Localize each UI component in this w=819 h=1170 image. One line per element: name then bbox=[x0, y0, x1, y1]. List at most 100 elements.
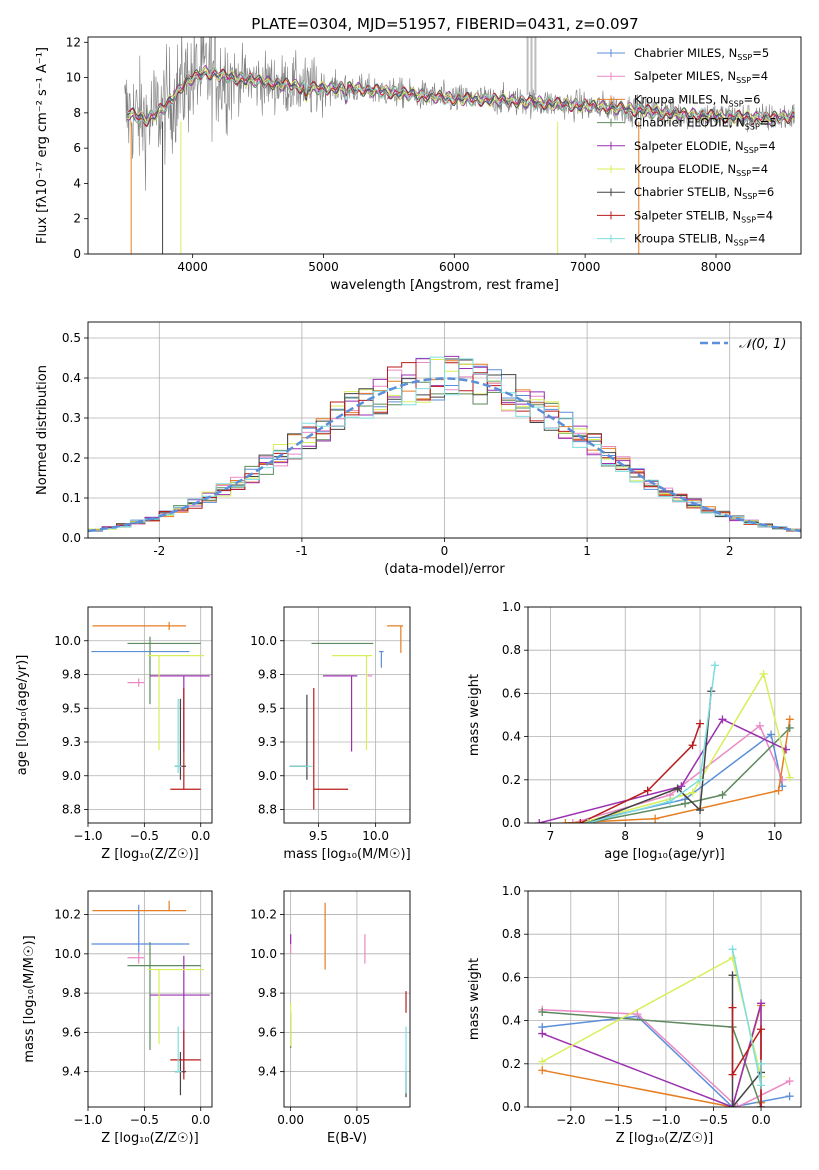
data-point bbox=[757, 1103, 766, 1107]
data-point bbox=[718, 790, 727, 799]
y-tick-label: 9.0 bbox=[62, 769, 81, 783]
data-point bbox=[757, 999, 766, 1008]
model-fit-kroupa-stelib bbox=[126, 67, 795, 125]
x-tick-label: −0.5 bbox=[699, 1113, 728, 1127]
x-axis-label: age [log₁₀(age/yr)] bbox=[604, 847, 725, 862]
x-axis-label: mass [log₁₀(M/M☉)] bbox=[283, 847, 410, 862]
data-point bbox=[785, 1077, 794, 1086]
y-tick-label: 0.2 bbox=[502, 773, 521, 787]
y-tick-label: 0.5 bbox=[62, 331, 81, 345]
x-axis-label: Z [log₁₀(Z/Z☉)] bbox=[101, 1131, 198, 1146]
mass-vs-metallicity-panel: −1.0 −0.5 0.0 9.4 9.6 9.8 10.0 10.2 Z [log₁₀(Z/Z… bbox=[22, 890, 213, 1146]
y-axis-label: age [log₁₀(age/yr)] bbox=[15, 655, 30, 776]
x-tick-label: 10 bbox=[767, 829, 782, 843]
massweight-vs-age-panel: 7 8 9 10 0.0 0.2 0.4 0.6 0.8 1.0 age [log₁₀(age/yr… bbox=[467, 600, 802, 862]
data-point bbox=[718, 715, 727, 724]
series-salpeter-miles bbox=[572, 724, 783, 823]
legend-label: Kroupa ELODIE, NSSP=4 bbox=[634, 162, 768, 178]
mass-vs-ebv-panel: 0.00 0.05 9.4 9.6 9.8 10.0 10.2 E(B-V) bbox=[250, 890, 411, 1146]
x-tick-label: 7 bbox=[547, 829, 555, 843]
axes-frame bbox=[87, 36, 802, 255]
axes-frame bbox=[87, 606, 213, 824]
y-tick-label: 9.5 bbox=[258, 701, 277, 715]
y-axis-label: Normed distribution bbox=[35, 365, 50, 495]
data-point bbox=[696, 775, 705, 784]
y-tick-label: 0.1 bbox=[62, 491, 81, 505]
data-point bbox=[538, 1007, 547, 1016]
x-tick-label: 0.05 bbox=[344, 1113, 371, 1127]
x-axis-label: (data-model)/error bbox=[384, 562, 505, 577]
data-point bbox=[759, 669, 768, 678]
data-point bbox=[568, 819, 577, 823]
data-point bbox=[688, 788, 697, 797]
data-point bbox=[785, 723, 794, 732]
data-point bbox=[633, 1010, 642, 1019]
data-point bbox=[673, 784, 682, 793]
data-point bbox=[561, 819, 570, 823]
legend-label: Chabrier STELIB, NSSP=6 bbox=[634, 185, 774, 201]
y-tick-label: 12 bbox=[66, 35, 81, 49]
x-tick-label: 0.0 bbox=[752, 1113, 771, 1127]
data-point bbox=[688, 741, 697, 750]
data-point bbox=[757, 1025, 766, 1034]
data-point bbox=[583, 819, 592, 823]
x-tick-label: 1 bbox=[583, 544, 591, 558]
series-chabrier-elodie bbox=[542, 1011, 762, 1107]
x-tick-label: 9 bbox=[696, 829, 704, 843]
data-point bbox=[576, 819, 585, 823]
plot-area bbox=[91, 621, 210, 790]
data-point bbox=[538, 1057, 547, 1066]
y-tick-label: 10.2 bbox=[54, 908, 81, 922]
y-tick-label: 0.0 bbox=[502, 816, 521, 830]
y-tick-label: 9.8 bbox=[62, 668, 81, 682]
x-tick-label: 0 bbox=[441, 544, 449, 558]
x-tick-label: 8 bbox=[621, 829, 629, 843]
y-tick-label: 4 bbox=[73, 176, 81, 190]
legend-label: 𝒩(0, 1) bbox=[739, 337, 786, 352]
y-tick-label: 8 bbox=[73, 106, 81, 120]
y-tick-label: 0.2 bbox=[62, 451, 81, 465]
data-point bbox=[757, 1081, 766, 1090]
data-point bbox=[681, 799, 690, 808]
data-point bbox=[728, 1103, 737, 1107]
x-tick-label: −0.5 bbox=[130, 829, 159, 843]
x-tick-label: 0.0 bbox=[191, 829, 210, 843]
y-tick-label: 9.4 bbox=[258, 1065, 277, 1079]
y-axis-label: Flux [fλ10⁻¹⁷ erg cm⁻² s⁻¹ A⁻¹] bbox=[35, 47, 50, 244]
residuals-panel: -2 -1 0 1 2 0.0 0.1 0.2 0.3 0.4 0.5 (data-model)/er… bbox=[35, 321, 802, 577]
plot-area bbox=[289, 625, 404, 810]
y-tick-label: 0.2 bbox=[502, 1057, 521, 1071]
series-kroupa-elodie bbox=[580, 672, 791, 823]
data-point bbox=[774, 786, 783, 795]
y-tick-label: 0.4 bbox=[62, 371, 81, 385]
x-tick-label: -1 bbox=[296, 544, 308, 558]
data-point bbox=[728, 953, 737, 962]
legend-label: Salpeter MILES, NSSP=4 bbox=[634, 69, 768, 85]
y-tick-label: 0.4 bbox=[502, 730, 521, 744]
y-tick-label: 1.0 bbox=[502, 600, 521, 614]
x-tick-label: 5000 bbox=[308, 260, 339, 274]
data-point bbox=[728, 1070, 737, 1079]
data-point bbox=[733, 1103, 742, 1107]
axes-frame bbox=[283, 890, 411, 1108]
y-tick-label: 1.0 bbox=[502, 884, 521, 898]
x-axis-label: Z [log₁₀(Z/Z☉)] bbox=[616, 1131, 713, 1146]
plot-area bbox=[124, 37, 795, 254]
x-tick-label: 4000 bbox=[177, 260, 208, 274]
axes-frame bbox=[87, 321, 802, 539]
y-tick-label: 9.8 bbox=[258, 668, 277, 682]
axes-frame bbox=[527, 890, 802, 1108]
y-tick-label: 10.0 bbox=[54, 947, 81, 961]
data-point bbox=[696, 806, 705, 815]
y-tick-label: 10.2 bbox=[250, 908, 277, 922]
data-point bbox=[643, 786, 652, 795]
x-tick-label: 7000 bbox=[570, 260, 601, 274]
y-tick-label: 9.3 bbox=[258, 735, 277, 749]
x-tick-label: −1.0 bbox=[651, 1113, 680, 1127]
data-point bbox=[666, 797, 675, 806]
axes-frame bbox=[87, 890, 213, 1108]
x-tick-label: 9.5 bbox=[309, 829, 328, 843]
x-tick-label: −0.5 bbox=[130, 1113, 159, 1127]
y-tick-label: 9.8 bbox=[258, 986, 277, 1000]
y-axis-label: mass [log₁₀(M/M☉)] bbox=[22, 935, 37, 1062]
